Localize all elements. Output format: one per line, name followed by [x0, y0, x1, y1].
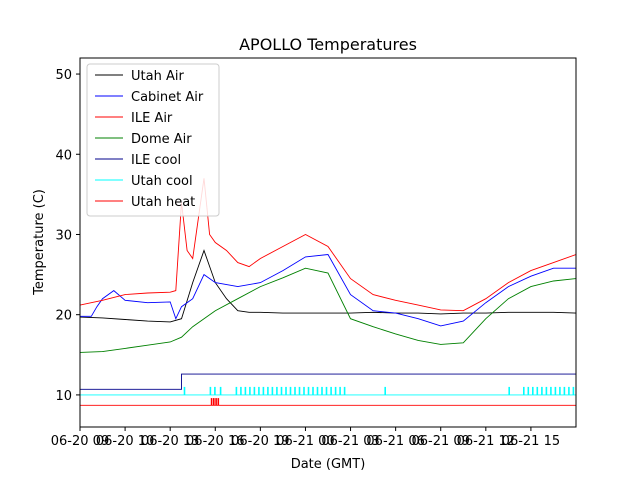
- x-tick-label: 06-21 15: [502, 434, 560, 449]
- legend: Utah Air Cabinet Air ILE Air Dome Air ILE co…: [86, 63, 220, 217]
- x-tick-label: 06-20 16: [186, 434, 244, 449]
- legend-label: Utah cool: [131, 174, 193, 189]
- pulse-utah-cool: [325, 386, 328, 395]
- pulse-utah-heat: [215, 398, 217, 406]
- legend-label: Utah heat: [131, 195, 195, 210]
- x-axis-label: Date (GMT): [291, 457, 366, 472]
- pulse-utah-heat: [210, 398, 213, 406]
- x-tick-label: 06-21 00: [276, 434, 334, 449]
- pulse-utah-cool: [276, 386, 278, 395]
- pulse-utah-cool: [249, 386, 251, 395]
- pulse-utah-cool: [572, 386, 575, 395]
- y-tick-label: 30: [55, 228, 72, 243]
- pulse-utah-cool: [214, 386, 216, 395]
- pulse-utah-cool: [298, 386, 301, 395]
- pulse-utah-cool: [280, 386, 283, 395]
- pulse-utah-cool: [258, 386, 260, 395]
- series-group: [80, 178, 576, 406]
- pulse-utah-cool: [209, 386, 212, 395]
- series-line-ile-cool: [80, 373, 576, 390]
- pulse-utah-cool: [271, 386, 274, 395]
- pulse-utah-cool: [183, 386, 186, 395]
- pulse-utah-cool: [235, 386, 238, 395]
- pulse-utah-cool: [307, 386, 310, 395]
- legend-label: ILE cool: [131, 153, 181, 168]
- y-tick-label: 40: [55, 148, 72, 163]
- pulse-utah-heat: [217, 398, 220, 406]
- pulse-utah-cool: [294, 386, 296, 395]
- x-tick-label: 06-20 19: [231, 434, 289, 449]
- x-tick-label: 06-21 12: [457, 434, 515, 449]
- chart-title: APOLLO Temperatures: [239, 35, 417, 54]
- legend-label: ILE Air: [131, 111, 173, 126]
- legend-box: [86, 63, 220, 217]
- pulse-utah-cool: [568, 386, 570, 395]
- pulse-utah-cool: [532, 386, 534, 395]
- pulse-utah-cool: [541, 386, 543, 395]
- pulse-utah-cool: [321, 386, 323, 395]
- pulse-utah-cool: [554, 386, 557, 395]
- pulse-utah-cool: [550, 386, 552, 395]
- x-tick-label: 06-21 09: [412, 434, 470, 449]
- pulse-utah-cool: [244, 386, 247, 395]
- pulse-utah-cool: [508, 386, 510, 395]
- x-tick-label: 06-21 03: [321, 434, 379, 449]
- series-line-ile-air: [80, 178, 576, 312]
- x-tick-label: 06-21 06: [366, 434, 424, 449]
- series-line-cabinet-air: [80, 254, 576, 327]
- pulse-utah-cool: [523, 386, 525, 395]
- pulse-utah-cool: [343, 386, 346, 395]
- pulse-utah-cool: [559, 386, 561, 395]
- pulse-utah-cool: [240, 386, 242, 395]
- pulse-utah-heat: [213, 398, 215, 406]
- y-tick-label: 50: [55, 68, 72, 83]
- pulse-utah-cool: [527, 386, 530, 395]
- pulse-utah-cool: [330, 386, 332, 395]
- pulse-utah-cool: [334, 386, 337, 395]
- x-tick-label: 06-20 10: [96, 434, 154, 449]
- pulse-utah-cool: [219, 386, 222, 395]
- series-line-dome-air: [80, 267, 576, 353]
- pulse-utah-cool: [312, 386, 314, 395]
- y-tick-label: 20: [55, 309, 72, 324]
- y-tick-label: 10: [55, 389, 72, 404]
- series-line-utah-air: [80, 249, 576, 323]
- pulse-utah-cool: [285, 386, 287, 395]
- pulse-utah-cool: [303, 386, 305, 395]
- pulse-utah-cool: [563, 386, 566, 395]
- plot-frame: [79, 57, 577, 428]
- pulse-utah-cool: [253, 386, 256, 395]
- x-tick-label: 06-20 09: [51, 434, 109, 449]
- legend-label: Cabinet Air: [131, 90, 204, 105]
- legend-label: Dome Air: [131, 132, 192, 147]
- legend-label: Utah Air: [131, 69, 184, 84]
- pulse-utah-cool: [536, 386, 539, 395]
- pulse-utah-cool: [289, 386, 292, 395]
- pulse-utah-cool: [339, 386, 341, 395]
- pulse-utah-cool: [262, 386, 265, 395]
- pulse-utah-cool: [384, 386, 386, 395]
- pulse-utah-cool: [545, 386, 548, 395]
- plot-layer: [80, 178, 576, 406]
- pulse-utah-cool: [267, 386, 269, 395]
- x-tick-label: 06-20 13: [141, 434, 199, 449]
- y-axis-label: Temperature (C): [32, 189, 47, 296]
- pulse-utah-cool: [316, 386, 319, 395]
